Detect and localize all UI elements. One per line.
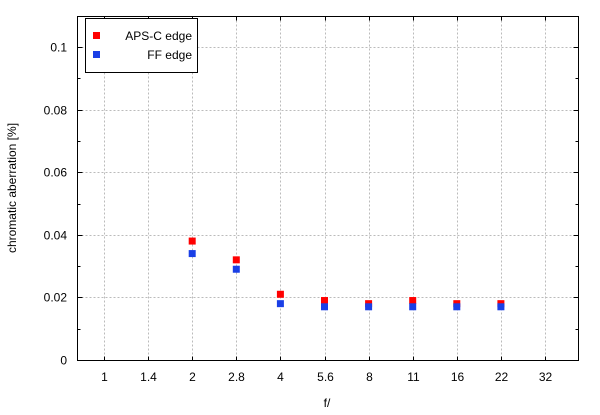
- legend-label-ff: FF edge: [147, 48, 192, 62]
- y-tick-label: 0.02: [44, 291, 68, 305]
- x-tick-label: 5.6: [317, 370, 334, 384]
- y-axis-label: chromatic aberration [%]: [5, 123, 19, 253]
- x-tick-label: 16: [451, 370, 465, 384]
- legend-label-aps-c: APS-C edge: [125, 29, 192, 43]
- legend-marker-ff: [93, 51, 100, 58]
- ff-point-f22: [497, 303, 505, 311]
- plot-frame: [77, 16, 579, 361]
- legend: APS-C edge FF edge: [85, 18, 198, 73]
- x-tick-label: 2.8: [228, 370, 245, 384]
- ff-point-f11: [409, 303, 417, 311]
- x-tick-label: 4: [277, 370, 284, 384]
- x-axis-label: f/: [324, 396, 331, 410]
- x-tick-label: 11: [407, 370, 420, 384]
- x-tick-label: 8: [366, 370, 373, 384]
- x-tick-label: 22: [495, 370, 509, 384]
- legend-box: [85, 18, 198, 73]
- aps-c-point-f11: [409, 297, 417, 305]
- y-tick-label: 0.1: [50, 41, 67, 55]
- aps-c-point-f4: [276, 290, 284, 298]
- ff-point-f16: [453, 303, 461, 311]
- aps-c-point-f2: [188, 237, 196, 245]
- x-tick-label: 1.4: [140, 370, 157, 384]
- y-tick-label: 0: [60, 354, 67, 368]
- ff-point-f4: [276, 300, 284, 308]
- ff-point-f2: [188, 250, 196, 258]
- x-tick-label: 2: [189, 370, 196, 384]
- ticks: 1 1.4 2 2.8 4 5.6 8 11 16 22 32 0 0.02 0.04 0.06 0.08 0.…: [44, 16, 579, 384]
- y-tick-label: 0.08: [44, 104, 68, 118]
- ff-point-f8: [365, 303, 373, 311]
- x-tick-label: 1: [101, 370, 108, 384]
- ff-point-f2.8: [232, 265, 240, 273]
- legend-marker-aps-c: [93, 32, 100, 39]
- x-tick-label: 32: [539, 370, 553, 384]
- grid: [77, 16, 579, 361]
- data-points: [188, 237, 505, 311]
- aps-c-point-f2.8: [232, 256, 240, 264]
- ff-point-f5.6: [321, 303, 328, 311]
- y-tick-label: 0.04: [44, 229, 68, 243]
- y-tick-label: 0.06: [44, 166, 68, 180]
- aps-c-point-f5.6: [321, 297, 328, 305]
